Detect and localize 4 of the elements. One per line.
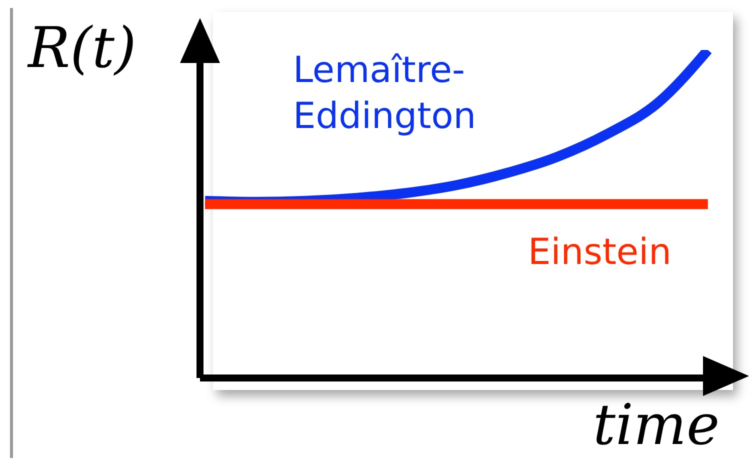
series-label: Einstein: [528, 231, 672, 275]
x-axis-title: time: [593, 393, 720, 458]
series-label: Lemaître-Eddington: [293, 49, 476, 139]
y-axis-title: R(t): [28, 16, 136, 81]
